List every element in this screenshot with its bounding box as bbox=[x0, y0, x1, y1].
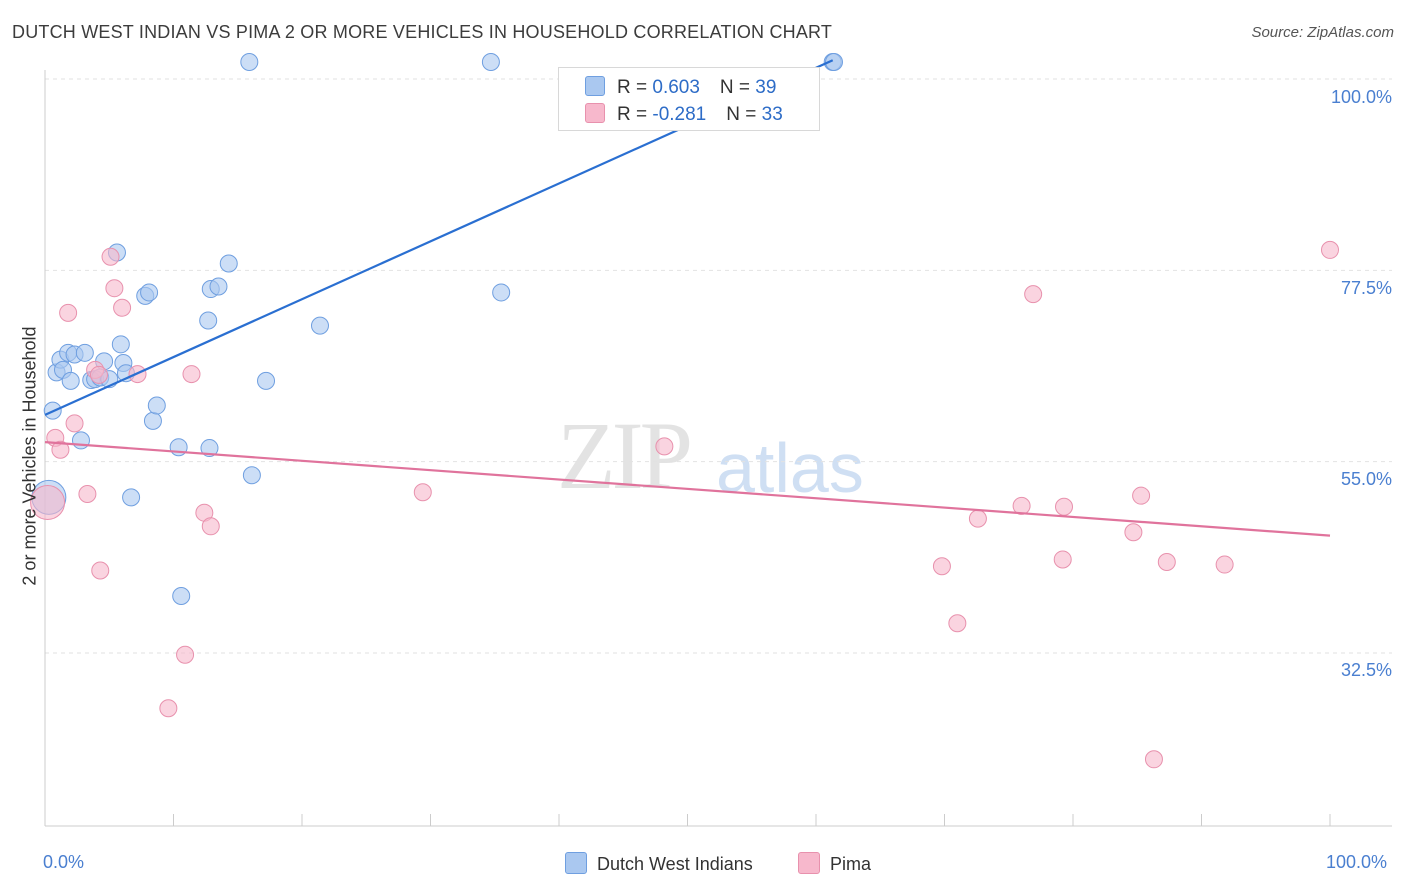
bottom-legend-label-pima: Pima bbox=[830, 854, 872, 874]
pima-point-13 bbox=[159, 699, 178, 718]
source-label: Source: ZipAtlas.com bbox=[1251, 24, 1394, 41]
pima-point-19 bbox=[655, 437, 674, 456]
pima-point-3 bbox=[59, 303, 78, 322]
legend-r-value: -0.281 bbox=[652, 104, 707, 125]
pima-point-26 bbox=[1053, 550, 1072, 569]
dutch-point-6 bbox=[61, 371, 80, 390]
pima-point-18 bbox=[413, 483, 432, 502]
dutch-point-29 bbox=[209, 277, 228, 296]
dutch-point-22 bbox=[143, 411, 162, 430]
pima-point-23 bbox=[1012, 496, 1031, 515]
legend-r-label: R = bbox=[617, 104, 653, 125]
pima-point-14 bbox=[176, 645, 195, 664]
x-tick-label-100: 100.0% bbox=[1326, 852, 1388, 872]
legend-n-label: N = bbox=[719, 77, 756, 98]
pima-point-31 bbox=[1215, 555, 1234, 574]
dutch-point-21 bbox=[140, 283, 159, 302]
pima-point-15 bbox=[182, 365, 201, 384]
pima-point-8 bbox=[91, 561, 110, 580]
bottom-legend-swatch-pima bbox=[798, 852, 820, 874]
pima-point-4 bbox=[65, 414, 84, 433]
bottom-legend-swatch-dutch bbox=[565, 852, 587, 874]
legend-swatch-pima bbox=[585, 103, 605, 123]
pima-point-30 bbox=[1157, 553, 1176, 572]
pima-point-27 bbox=[1124, 523, 1143, 542]
y-tick-label-100: 100.0% bbox=[1330, 87, 1392, 107]
dutch-point-36 bbox=[492, 283, 511, 302]
pima-point-10 bbox=[105, 279, 124, 298]
dutch-point-9 bbox=[75, 343, 94, 362]
pima-point-17 bbox=[201, 517, 220, 536]
dutch-point-26 bbox=[199, 311, 218, 330]
dutch-point-30 bbox=[219, 254, 238, 273]
legend-r-value: 0.603 bbox=[652, 77, 700, 98]
dutch-point-8 bbox=[71, 431, 90, 450]
legend-n-label: N = bbox=[726, 104, 762, 125]
pima-point-0 bbox=[30, 484, 66, 520]
dutch-point-32 bbox=[257, 371, 276, 390]
pima-point-5 bbox=[78, 484, 97, 503]
dutch-point-38 bbox=[824, 52, 843, 71]
legend-n-value: 33 bbox=[761, 104, 783, 125]
dutch-point-25 bbox=[172, 587, 191, 606]
y-tick-label-55: 55.0% bbox=[1340, 469, 1392, 489]
legend-row-dutch: R = 0.603 N = 39 bbox=[585, 76, 776, 99]
pima-point-32 bbox=[1321, 240, 1339, 259]
x-tick-label-0: 0.0% bbox=[43, 852, 85, 872]
dutch-point-35 bbox=[481, 52, 500, 71]
dutch-point-16 bbox=[111, 335, 130, 354]
legend-r-label: R = bbox=[617, 77, 653, 98]
pima-point-29 bbox=[1144, 750, 1163, 769]
pima-point-24 bbox=[1024, 285, 1043, 304]
pima-point-9 bbox=[101, 247, 120, 266]
legend-n-value: 39 bbox=[755, 77, 777, 98]
dutch-point-23 bbox=[147, 396, 166, 415]
pima-point-28 bbox=[1132, 486, 1151, 505]
pima-point-7 bbox=[89, 365, 108, 384]
pima-point-25 bbox=[1055, 497, 1074, 516]
legend-swatch-dutch bbox=[585, 76, 605, 96]
dutch-point-33 bbox=[240, 52, 259, 71]
watermark-zip: ZIP bbox=[557, 402, 693, 509]
dutch-point-34 bbox=[310, 316, 329, 335]
pima-trend-line bbox=[44, 441, 1331, 537]
legend-row-pima: R = -0.281 N = 33 bbox=[585, 103, 783, 126]
bottom-legend-pima: Pima bbox=[798, 852, 871, 875]
dutch-point-28 bbox=[200, 439, 219, 458]
chart-title: DUTCH WEST INDIAN VS PIMA 2 OR MORE VEHI… bbox=[12, 22, 833, 42]
pima-point-11 bbox=[113, 298, 132, 317]
y-tick-label-32-5: 32.5% bbox=[1340, 660, 1392, 680]
correlation-legend: R = 0.603 N = 39 R = -0.281 N = 33 bbox=[558, 67, 820, 131]
y-tick-label-77-5: 77.5% bbox=[1340, 278, 1392, 298]
dutch-point-31 bbox=[242, 466, 261, 485]
bottom-legend-dutch: Dutch West Indians bbox=[565, 852, 753, 875]
pima-point-20 bbox=[932, 557, 951, 576]
watermark-atlas: atlas bbox=[716, 429, 864, 507]
pima-point-22 bbox=[968, 509, 987, 528]
dutch-point-19 bbox=[122, 488, 141, 507]
pima-point-2 bbox=[51, 440, 70, 459]
bottom-legend-label-dutch: Dutch West Indians bbox=[597, 854, 753, 874]
y-axis-title: 2 or more Vehicles in Household bbox=[19, 326, 40, 586]
pima-point-21 bbox=[948, 614, 967, 633]
